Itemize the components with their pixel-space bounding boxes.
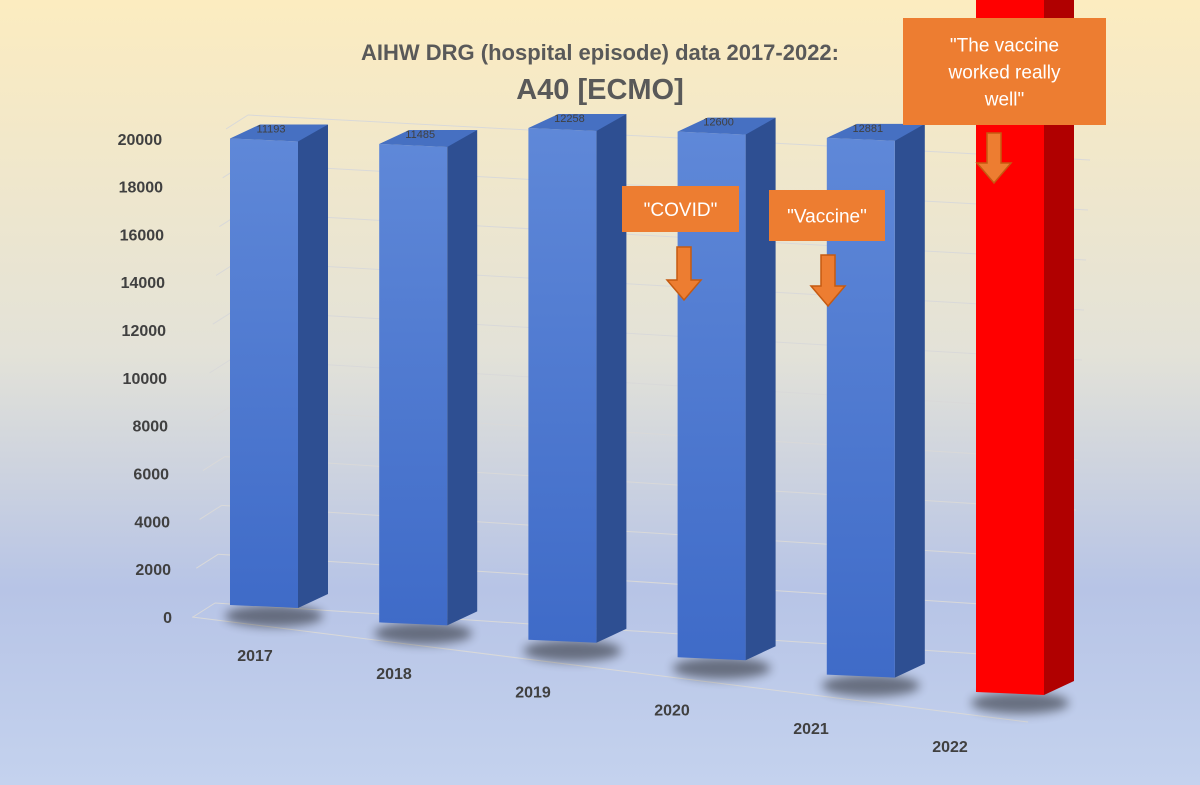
gridline [234,309,1083,361]
bar-2018 [379,129,478,626]
floor-front-edge [191,616,1029,723]
bar-top-face [826,123,925,141]
gridline-side [192,602,216,618]
gridline [228,407,1079,461]
bar-shadow [971,692,1069,714]
x-tick-label: 2020 [654,703,690,720]
bar-top-face [528,113,627,131]
y-tick-label: 8000 [132,419,168,436]
gridline [247,114,1091,161]
x-tick-label: 2022 [932,739,968,756]
x-tick-label: 2021 [793,721,829,738]
down-arrow-icon [665,246,703,302]
y-tick-label: 12000 [122,323,167,340]
callout-text: "COVID" [644,200,718,221]
callout-2022: "The vaccine worked really well" [903,18,1106,185]
down-arrow-icon [809,254,847,308]
gridline-side [205,407,229,423]
gridline [238,260,1085,311]
bar-shadow [523,639,622,662]
callout-box [622,186,739,232]
gridline [221,504,1075,561]
gridline-side [196,553,219,569]
data-label: 11485 [405,129,435,141]
bar-side-face [447,129,478,626]
callout-text: "The vaccine [950,36,1059,57]
bar-top-face [677,117,776,135]
bar-side-face [1044,0,1074,695]
y-tick-label: 6000 [133,467,169,484]
x-tick-label: 2017 [237,648,273,665]
bar-shadow [225,605,323,627]
y-tick-label: 14000 [121,275,166,292]
bar-front-face [677,131,746,661]
gridline [214,602,1071,661]
callout-text: well" [984,90,1024,111]
data-label: 12881 [853,123,884,135]
data-label: 12600 [703,117,734,129]
bar-2020 [677,117,776,661]
gridline [218,553,1073,611]
chart-title: AIHW DRG (hospital episode) data 2017-20… [361,40,839,65]
gridline-side [199,504,222,520]
chart-subtitle: A40 [ECMO] [516,74,684,106]
callout-text: "Vaccine" [787,207,867,228]
x-tick-label: 2018 [376,666,412,683]
data-label: 11193 [257,123,286,135]
callout-text: worked really [948,63,1061,84]
callout-box [903,18,1106,125]
y-tick-label: 2000 [135,562,171,579]
gridline-side [209,358,232,374]
y-tick-label: 16000 [120,227,165,244]
callout-box [769,190,885,241]
y-tick-label: 10000 [123,371,168,388]
gridline [224,456,1077,511]
gridline [231,358,1081,411]
bar-shadow [672,657,771,680]
bar-top-face [379,129,478,147]
bar-front-face [826,137,895,678]
bar-side-face [298,124,328,609]
data-label: 12258 [554,113,585,125]
y-tick-label: 4000 [134,514,170,531]
y-tick-label: 0 [163,610,172,627]
bar-front-face [379,143,448,626]
bar-side-face [894,123,925,678]
bar-shadow [821,674,920,697]
down-arrow-icon [975,132,1013,185]
bar-2019 [528,113,627,643]
bar-shadow [374,622,473,645]
y-tick-label: 20000 [118,132,163,149]
bar-side-face [745,117,776,661]
gridline-side [202,456,226,472]
bar-side-face [596,113,627,643]
bar-front-face [230,138,298,608]
callout-2020: "COVID" [622,186,739,302]
bar-2021 [826,123,925,678]
y-tick-label: 18000 [119,180,164,197]
gridline-side [225,114,249,130]
bar-top-face [230,124,328,142]
bar-front-face [528,127,597,643]
bar-2017 [230,124,328,609]
callout-2021: "Vaccine" [769,190,885,308]
x-tick-label: 2019 [515,684,551,701]
